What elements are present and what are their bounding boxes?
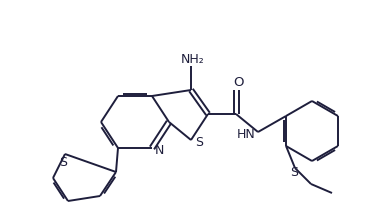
Text: N: N [154, 143, 164, 157]
Text: O: O [233, 75, 243, 89]
Text: S: S [195, 135, 203, 149]
Text: HN: HN [237, 129, 255, 141]
Text: NH₂: NH₂ [181, 52, 205, 65]
Text: S: S [59, 155, 67, 168]
Text: S: S [290, 166, 298, 180]
